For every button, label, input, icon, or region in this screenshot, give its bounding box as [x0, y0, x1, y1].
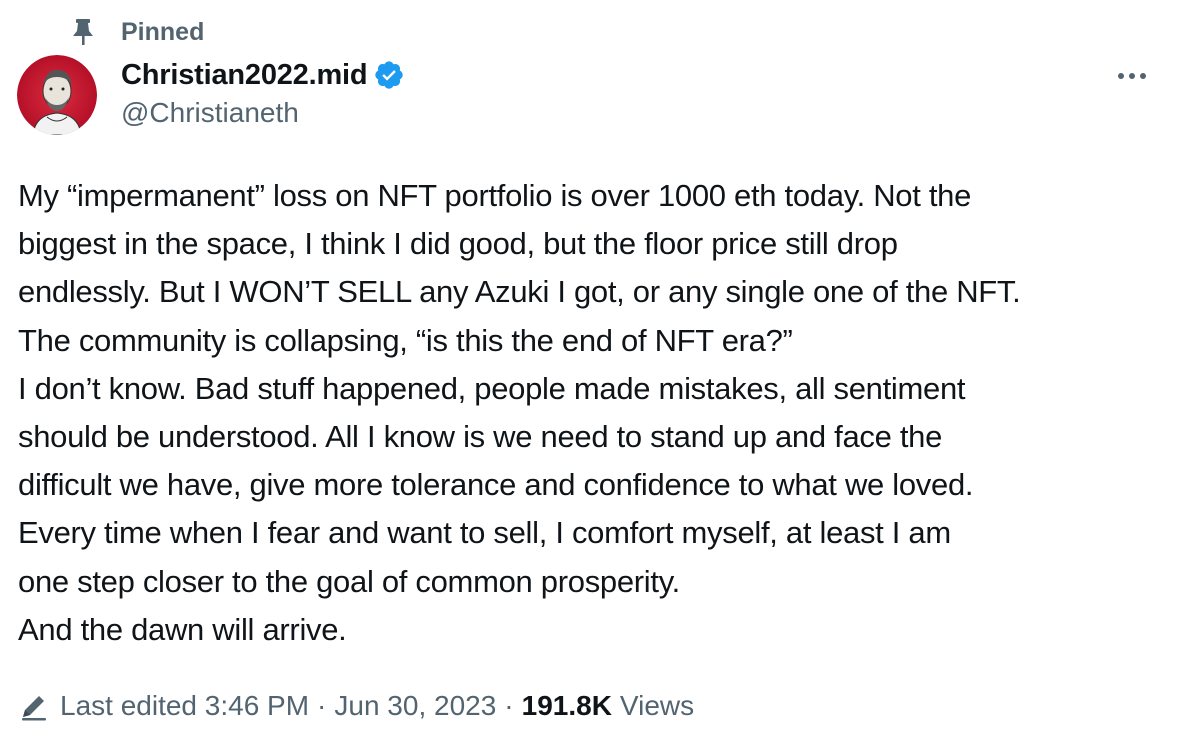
tweet-line: Every time when I fear and want to sell,… [18, 515, 951, 551]
views-label: Views [619, 690, 695, 721]
pinned-indicator: Pinned [70, 14, 204, 50]
separator: · [504, 690, 514, 721]
tweet-line: The community is collapsing, “is this th… [18, 322, 793, 358]
tweet-line: My “impermanent” loss on NFT portfolio i… [18, 178, 972, 213]
avatar[interactable] [17, 55, 97, 135]
handle[interactable]: @Christianeth [121, 97, 299, 128]
verified-badge-icon[interactable] [373, 59, 405, 91]
tweet-meta: Last edited 3:46 PM · Jun 30, 2023 · 191… [18, 686, 694, 726]
tweet-line: one step closer to the goal of common pr… [18, 563, 680, 599]
display-name[interactable]: Christian2022.mid [121, 58, 368, 91]
tweet-line: endlessly. But I WON’T SELL any Azuki I … [18, 274, 1021, 310]
pencil-icon[interactable] [18, 690, 50, 722]
tweet-line: biggest in the space, I think I did good… [18, 226, 898, 262]
tweet-date-link[interactable]: Jun 30, 2023 [334, 690, 497, 721]
pinned-label: Pinned [121, 17, 205, 46]
views-count: 191.8K [521, 690, 612, 721]
tweet-line: And the dawn will arrive. [18, 611, 347, 647]
author-info: Christian2022.mid @Christianeth [121, 55, 405, 129]
separator: · [317, 690, 327, 721]
last-edited-link[interactable]: Last edited 3:46 PM [60, 690, 310, 721]
tweet-line: should be understood. All I know is we n… [18, 419, 943, 455]
tweet-line: difficult we have, give more tolerance a… [18, 467, 974, 503]
more-options-button[interactable] [1112, 60, 1152, 92]
more-options-icon [1118, 73, 1146, 79]
pin-icon [70, 17, 96, 47]
tweet-text: My “impermanent” loss on NFT portfolio i… [18, 172, 1168, 654]
tweet-line: I don’t know. Bad stuff happened, people… [18, 370, 966, 406]
